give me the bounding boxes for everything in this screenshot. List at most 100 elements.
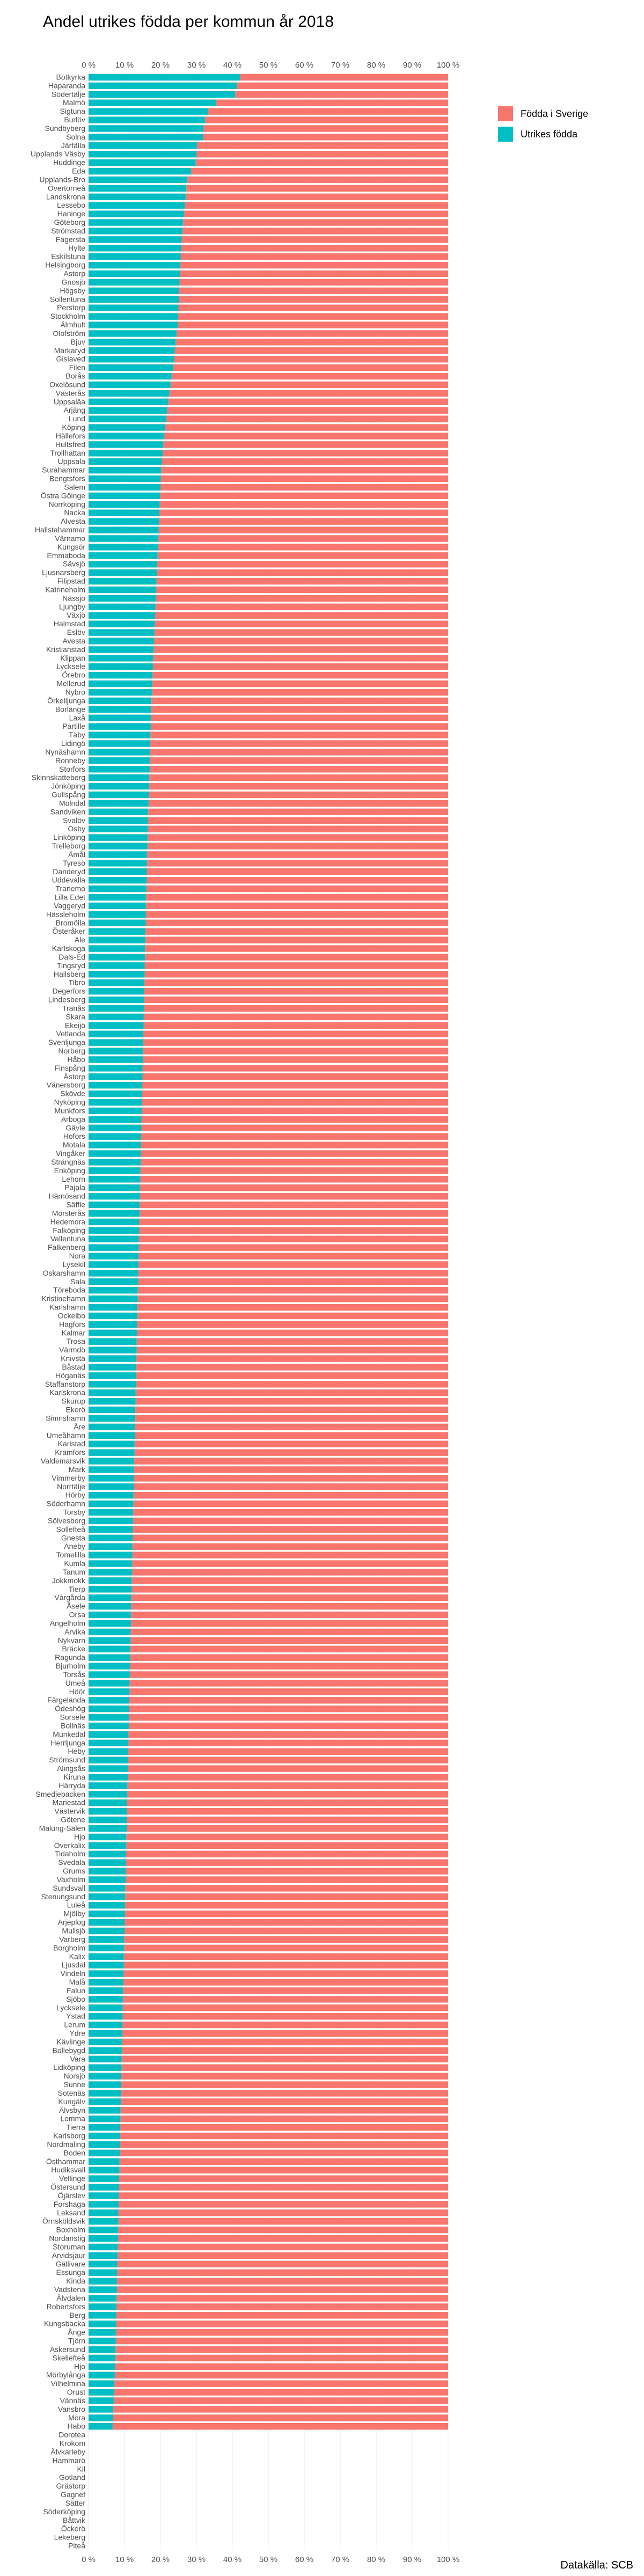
bar-utrikes-fodda: [89, 1381, 136, 1388]
y-tick-label: Sala: [70, 1277, 85, 1286]
bar-utrikes-fodda: [89, 407, 167, 414]
bar-utrikes-fodda: [89, 1765, 128, 1772]
bar-utrikes-fodda: [89, 646, 154, 653]
bar-utrikes-fodda: [89, 2423, 113, 2430]
bar-utrikes-fodda: [89, 825, 148, 832]
y-tick-label: Nyköping: [54, 1098, 85, 1107]
bar-utrikes-fodda: [89, 1509, 134, 1516]
bar-utrikes-fodda: [89, 1406, 136, 1414]
bar-utrikes-fodda: [89, 2286, 117, 2293]
bar-fodda-i-sverige: [134, 1440, 448, 1447]
bar-fodda-i-sverige: [131, 1620, 448, 1627]
bar-utrikes-fodda: [89, 2090, 121, 2097]
bar-utrikes-fodda: [89, 577, 157, 585]
bar-utrikes-fodda: [89, 1423, 135, 1431]
bar-fodda-i-sverige: [121, 2098, 449, 2105]
y-tick-label: Lysekil: [63, 1260, 85, 1269]
bar-fodda-i-sverige: [116, 2303, 448, 2310]
bar-fodda-i-sverige: [237, 82, 448, 90]
bar-fodda-i-sverige: [135, 1423, 448, 1431]
y-tick-label: Gislaved: [56, 355, 85, 363]
bar-utrikes-fodda: [89, 603, 156, 611]
y-tick-label: Skurup: [62, 1397, 86, 1406]
y-tick-label: Arvika: [64, 1627, 85, 1636]
bar-utrikes-fodda: [89, 1099, 142, 1106]
bar-utrikes-fodda: [89, 125, 204, 132]
y-tick-label: Partille: [62, 722, 85, 730]
bar-fodda-i-sverige: [112, 2423, 448, 2430]
bar-fodda-i-sverige: [122, 2030, 449, 2037]
y-tick-label: Trollhättan: [50, 449, 85, 457]
bar-fodda-i-sverige: [159, 518, 448, 525]
y-tick-label: Oskarshamn: [43, 1269, 85, 1277]
bar-fodda-i-sverige: [181, 236, 448, 243]
bar-fodda-i-sverige: [120, 2149, 449, 2157]
bar-utrikes-fodda: [89, 339, 176, 346]
y-tick-label: Luleå: [67, 1901, 85, 1909]
bar-fodda-i-sverige: [128, 1739, 448, 1747]
bar-fodda-i-sverige: [158, 544, 448, 551]
bar-fodda-i-sverige: [147, 851, 449, 858]
bar-fodda-i-sverige: [115, 2363, 448, 2370]
bar-fodda-i-sverige: [146, 902, 448, 910]
bar-utrikes-fodda: [89, 954, 145, 961]
bar-fodda-i-sverige: [147, 876, 448, 884]
y-tick-label: Mark: [69, 1465, 86, 1474]
bar-utrikes-fodda: [89, 1338, 137, 1345]
bar-utrikes-fodda: [89, 1176, 141, 1183]
x-tick-label: 60 %: [295, 2555, 313, 2564]
y-tick-label: Tidaholm: [55, 1849, 85, 1858]
bar-fodda-i-sverige: [148, 800, 448, 807]
bar-utrikes-fodda: [89, 1782, 128, 1789]
bar-utrikes-fodda: [89, 193, 186, 201]
bar-fodda-i-sverige: [155, 620, 448, 627]
y-tick-label: Karlskrona: [49, 1388, 85, 1397]
bar-utrikes-fodda: [89, 552, 158, 559]
bar-fodda-i-sverige: [123, 1970, 449, 1977]
x-tick-label: 60 %: [295, 61, 313, 70]
bar-utrikes-fodda: [89, 706, 151, 713]
bar-utrikes-fodda: [89, 1432, 135, 1439]
y-tick-label: Ljusdal: [62, 1960, 85, 1969]
bar-fodda-i-sverige: [143, 1039, 449, 1046]
bar-fodda-i-sverige: [240, 74, 448, 81]
y-tick-label: Huddinge: [53, 158, 85, 167]
bar-fodda-i-sverige: [182, 228, 448, 235]
bar-fodda-i-sverige: [114, 2372, 448, 2379]
bar-fodda-i-sverige: [152, 663, 448, 670]
bar-utrikes-fodda: [89, 1227, 140, 1234]
y-tick-label: Kungsör: [57, 543, 85, 551]
bar-utrikes-fodda: [89, 979, 144, 986]
bar-utrikes-fodda: [89, 287, 179, 295]
y-tick-label: Kävlinge: [56, 2037, 85, 2046]
bar-utrikes-fodda: [89, 749, 150, 756]
bar-utrikes-fodda: [89, 1953, 124, 1960]
bar-fodda-i-sverige: [122, 2038, 448, 2046]
y-tick-label: Uppsaläa: [54, 397, 85, 406]
y-tick-label: Aneby: [64, 1542, 85, 1550]
y-tick-label: Linköping: [53, 833, 85, 841]
bar-fodda-i-sverige: [118, 2209, 449, 2216]
bar-utrikes-fodda: [89, 774, 150, 781]
bar-fodda-i-sverige: [122, 2047, 448, 2054]
bar-utrikes-fodda: [89, 1116, 142, 1123]
bar-fodda-i-sverige: [130, 1628, 448, 1636]
bar-fodda-i-sverige: [154, 629, 448, 636]
bar-utrikes-fodda: [89, 1799, 127, 1806]
bar-utrikes-fodda: [89, 279, 180, 286]
bar-fodda-i-sverige: [127, 1816, 448, 1824]
y-tick-label: Ekerö: [65, 1406, 85, 1414]
y-tick-label: Dorotea: [58, 2431, 85, 2439]
bar-utrikes-fodda: [89, 1466, 135, 1473]
y-tick-label: Gävle: [65, 1123, 85, 1132]
y-tick-label: Öckerö: [61, 2524, 85, 2533]
bar-fodda-i-sverige: [146, 885, 448, 892]
bar-utrikes-fodda: [89, 458, 162, 465]
bar-fodda-i-sverige: [158, 535, 449, 542]
bar-utrikes-fodda: [89, 2354, 116, 2362]
bar-utrikes-fodda: [89, 1833, 127, 1841]
y-tick-label: Falun: [67, 1986, 85, 1995]
bar-fodda-i-sverige: [149, 766, 448, 773]
bar-utrikes-fodda: [89, 2047, 122, 2054]
bar-utrikes-fodda: [89, 313, 178, 320]
